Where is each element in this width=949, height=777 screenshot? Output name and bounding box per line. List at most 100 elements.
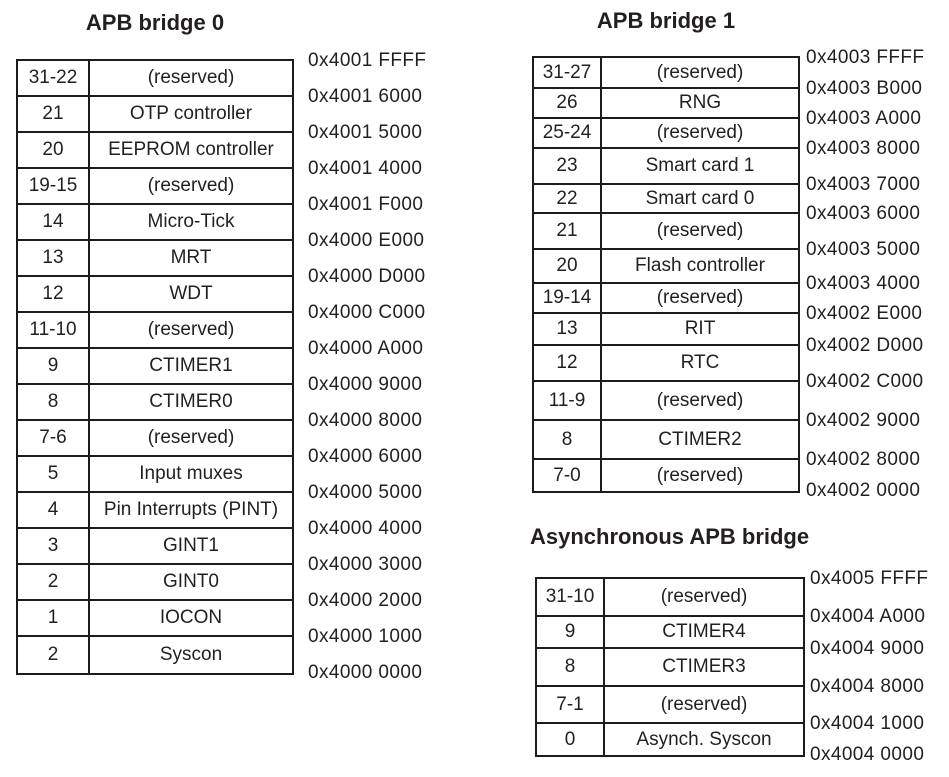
bit-range-cell: 7-6	[18, 421, 90, 455]
bit-range-cell: 11-9	[534, 382, 602, 419]
peripheral-name-cell: Syscon	[159, 644, 223, 665]
peripheral-table: 31-27 (reserved) 26 RNG 25-24 (reserved) 23 Sma…	[532, 56, 800, 493]
address-label: 0x4003 5000	[806, 239, 921, 260]
table-row: 7-1 (reserved)	[537, 687, 803, 724]
address-label: 0x4002 E000	[806, 303, 923, 324]
peripheral-name-cell: (reserved)	[147, 175, 235, 196]
bit-range-cell: 25-24	[534, 119, 602, 147]
address-label: 0x4003 A000	[806, 108, 922, 129]
peripheral-name-cell: Smart card 0	[645, 187, 755, 209]
address-label: 0x4003 FFFF	[806, 47, 925, 68]
bit-range-cell: 8	[534, 421, 602, 458]
address-label: 0x4000 6000	[308, 446, 423, 467]
address-label: 0x4000 0000	[308, 662, 423, 683]
table-row: 14 Micro-Tick	[18, 205, 292, 241]
bit-range-cell: 9	[537, 617, 605, 647]
bit-range-cell: 2	[18, 565, 90, 599]
peripheral-name-cell: CTIMER3	[662, 656, 746, 677]
peripheral-name-cell: WDT	[169, 283, 213, 304]
address-label: 0x4000 A000	[308, 338, 424, 359]
bit-range-cell: 8	[537, 649, 605, 685]
table-row: 19-15 (reserved)	[18, 169, 292, 205]
bit-range-cell: 21	[18, 97, 90, 131]
table-row: 7-6 (reserved)	[18, 421, 292, 457]
table-row: 21 (reserved)	[534, 214, 798, 250]
table-row: 26 RNG	[534, 89, 798, 119]
address-label: 0x4004 A000	[810, 606, 926, 627]
address-label: 0x4000 4000	[308, 518, 423, 539]
bit-range-cell: 9	[18, 349, 90, 383]
bit-range-cell: 20	[18, 133, 90, 167]
address-label: 0x4000 E000	[308, 230, 425, 251]
address-label: 0x4001 6000	[308, 86, 423, 107]
table-row: 0 Asynch. Syscon	[537, 724, 803, 755]
address-label: 0x4001 F000	[308, 194, 424, 215]
table-row: 22 Smart card 0	[534, 185, 798, 214]
peripheral-name-cell: GINT0	[163, 571, 219, 592]
peripheral-name-cell: (reserved)	[147, 319, 235, 340]
peripheral-name-cell: CTIMER4	[662, 621, 746, 642]
address-label: 0x4004 0000	[810, 744, 925, 765]
peripheral-name-cell: EEPROM controller	[108, 139, 274, 160]
bit-range-cell: 13	[534, 314, 602, 344]
bit-range-cell: 31-22	[18, 61, 90, 95]
bit-range-cell: 0	[537, 724, 605, 755]
address-label: 0x4002 D000	[806, 335, 924, 356]
table-row: 13 RIT	[534, 314, 798, 346]
address-label: 0x4002 C000	[806, 371, 924, 392]
peripheral-name-cell: RNG	[678, 92, 722, 113]
address-label: 0x4004 9000	[810, 638, 925, 659]
peripheral-name-cell: (reserved)	[656, 287, 744, 308]
bit-range-cell: 4	[18, 493, 90, 527]
table-row: 25-24 (reserved)	[534, 119, 798, 149]
peripheral-name-cell: CTIMER1	[149, 355, 233, 376]
peripheral-name-cell: Smart card 1	[645, 155, 755, 176]
table-row: 8 CTIMER2	[534, 421, 798, 460]
table-row: 3 GINT1	[18, 529, 292, 565]
table-row: 11-10 (reserved)	[18, 313, 292, 349]
address-label: 0x4000 5000	[308, 482, 423, 503]
peripheral-name-cell: CTIMER2	[658, 428, 742, 450]
table-row: 20 EEPROM controller	[18, 133, 292, 169]
bit-range-cell: 14	[18, 205, 90, 239]
peripheral-name-cell: Micro-Tick	[147, 211, 235, 232]
table-row: 31-22 (reserved)	[18, 61, 292, 97]
address-label: 0x4004 1000	[810, 713, 925, 734]
table-row: 12 RTC	[534, 346, 798, 382]
bit-range-cell: 12	[534, 346, 602, 380]
address-label: 0x4000 3000	[308, 554, 423, 575]
peripheral-name-cell: OTP controller	[129, 103, 253, 124]
table-row: 11-9 (reserved)	[534, 382, 798, 421]
peripheral-table: 31-10 (reserved) 9 CTIMER4 8 CTIMER3 7-1 (reser…	[535, 577, 805, 757]
table-row: 19-14 (reserved)	[534, 284, 798, 314]
address-label: 0x4001 4000	[308, 158, 423, 179]
bit-range-cell: 23	[534, 149, 602, 183]
peripheral-name-cell: (reserved)	[147, 67, 235, 88]
peripheral-name-cell: IOCON	[159, 607, 223, 628]
table-row: 12 WDT	[18, 277, 292, 313]
bit-range-cell: 20	[534, 250, 602, 282]
bit-range-cell: 11-10	[18, 313, 90, 347]
address-label: 0x4002 9000	[806, 410, 921, 431]
bit-range-cell: 22	[534, 185, 602, 212]
table-row: 23 Smart card 1	[534, 149, 798, 185]
peripheral-table: 31-22 (reserved) 21 OTP controller 20 EEPROM …	[16, 59, 294, 675]
peripheral-name-cell: Flash controller	[635, 255, 765, 276]
table-row: 1 IOCON	[18, 601, 292, 637]
peripheral-name-cell: (reserved)	[656, 61, 744, 83]
peripheral-name-cell: (reserved)	[660, 586, 748, 607]
address-label: 0x4001 5000	[308, 122, 423, 143]
address-label: 0x4000 9000	[308, 374, 423, 395]
peripheral-name-cell: Asynch. Syscon	[636, 728, 772, 750]
bit-range-cell: 26	[534, 89, 602, 117]
table-row: 31-27 (reserved)	[534, 58, 798, 89]
bit-range-cell: 21	[534, 214, 602, 248]
address-label: 0x4003 8000	[806, 138, 921, 159]
table-row: 8 CTIMER0	[18, 385, 292, 421]
table-row: 13 MRT	[18, 241, 292, 277]
bit-range-cell: 19-15	[18, 169, 90, 203]
table-row: 5 Input muxes	[18, 457, 292, 493]
address-label: 0x4003 4000	[806, 273, 921, 294]
peripheral-name-cell: (reserved)	[656, 122, 744, 143]
